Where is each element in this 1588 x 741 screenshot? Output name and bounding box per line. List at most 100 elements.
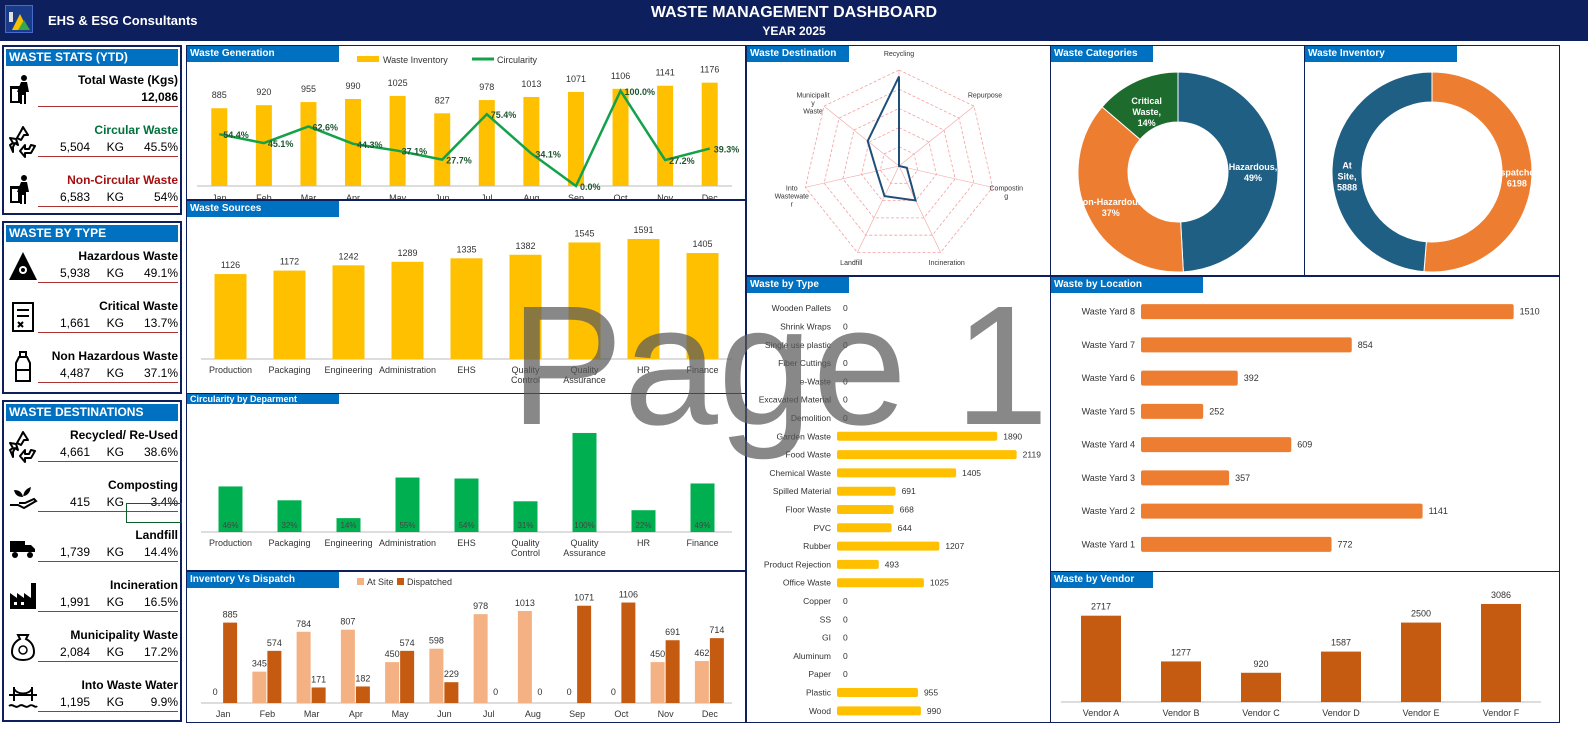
category-label: Finance xyxy=(686,365,718,375)
stat-percent: 49.1% xyxy=(143,266,178,280)
radar-axis-label: Compostin g xyxy=(990,185,1024,200)
data-label: 1071 xyxy=(574,593,594,603)
bar xyxy=(837,688,918,698)
bar xyxy=(837,523,892,533)
data-label: 978 xyxy=(479,82,494,92)
stat-label: Incineration xyxy=(109,578,178,592)
data-label: 1106 xyxy=(611,71,630,81)
data-label: 450 xyxy=(650,649,665,659)
category-label: Apr xyxy=(346,193,360,200)
data-label: 182 xyxy=(355,673,370,683)
bar xyxy=(444,682,459,703)
data-label: 2119 xyxy=(1023,450,1042,460)
category-label: Shrink Wraps xyxy=(780,321,831,331)
stat-value: 415 xyxy=(69,495,90,509)
donut-slice xyxy=(1101,71,1179,141)
data-label: 978 xyxy=(473,601,488,611)
data-label: 1405 xyxy=(692,239,712,249)
category-label: Quality Control xyxy=(511,538,540,558)
data-label: 1141 xyxy=(1429,506,1448,516)
radar-spoke xyxy=(823,105,900,167)
category-label: Waste Yard 4 xyxy=(1082,440,1135,450)
data-label: 990 xyxy=(346,81,361,91)
category-label: Vendor E xyxy=(1402,708,1439,718)
bottle-icon xyxy=(8,350,38,384)
category-label: EHS xyxy=(457,365,476,375)
stat-row: Hazardous Waste 5,938 KG 49.1% xyxy=(4,244,180,294)
category-label: e-Waste xyxy=(800,376,832,386)
legend-label: Circularity xyxy=(497,55,538,65)
radar-grid-ring xyxy=(804,69,994,253)
waste-by-location-panel: Waste by Location Waste Yard 8 1510 Waste … xyxy=(1050,276,1560,572)
category-label: Excavated Material xyxy=(759,395,831,405)
bar xyxy=(211,108,228,186)
waste-destination-title: Waste Destination xyxy=(747,46,849,62)
stat-unit: KG xyxy=(106,190,124,204)
bar xyxy=(1241,672,1281,702)
stat-label: Recycled/ Re-Used xyxy=(69,428,178,442)
category-label: Food Waste xyxy=(785,450,831,460)
bar xyxy=(340,629,355,703)
data-label: 0 xyxy=(537,687,542,697)
stat-percent: 9.9% xyxy=(150,695,178,709)
inventory-vs-dispatch-chart: At Site Dispatched 0 885 Jan 345 574 Feb 784 171 M… xyxy=(201,577,732,719)
category-label: Fiber Cuttings xyxy=(778,358,831,368)
donut-slice xyxy=(1077,106,1184,273)
category-label: Finance xyxy=(686,538,718,548)
stat-unit: KG xyxy=(106,366,124,380)
category-label: Product Rejection xyxy=(764,559,831,569)
document-icon xyxy=(8,300,38,334)
bar xyxy=(214,274,247,359)
logo-mountain-icon xyxy=(9,12,30,30)
data-label: 714 xyxy=(709,625,724,635)
category-label: Sep xyxy=(568,193,584,200)
stat-percent: 14.4% xyxy=(143,545,178,559)
brand-name: EHS & ESG Consultants xyxy=(48,13,198,28)
category-label: Dec xyxy=(702,193,719,200)
recycle-icon xyxy=(8,124,38,158)
category-label: Paper xyxy=(808,669,831,679)
slice-label: At Site, 5888 xyxy=(1337,161,1357,193)
bar xyxy=(572,432,597,532)
selected-cell[interactable] xyxy=(126,503,182,523)
data-label: 955 xyxy=(301,84,316,94)
data-label: 100% xyxy=(574,521,594,530)
bar xyxy=(837,450,1017,460)
category-label: Office Waste xyxy=(783,578,831,588)
line-data-label: 0.0% xyxy=(580,182,601,192)
stat-row: Incineration 1,991 KG 16.5% xyxy=(4,573,180,623)
category-label: GI xyxy=(822,633,831,643)
category-label: Feb xyxy=(256,193,272,200)
line-data-label: 54.4% xyxy=(223,130,249,140)
trash-person-icon xyxy=(8,174,38,208)
bar xyxy=(631,510,656,532)
bar xyxy=(450,258,483,359)
data-label: 357 xyxy=(1235,473,1250,483)
garbage-bag-icon xyxy=(8,629,38,663)
category-label: Aug xyxy=(525,709,541,719)
stat-value-line: 4,487 KG 37.1% xyxy=(32,366,178,380)
radar-axis-label: Into Wastewate r xyxy=(775,185,809,208)
data-label: 392 xyxy=(1244,373,1259,383)
waste-sources-chart: 1126 Production 1172 Packaging 1242 Engineeri… xyxy=(201,225,732,385)
stat-value-line: 4,661 KG 38.6% xyxy=(32,445,178,459)
radar-axis-label: Recycling xyxy=(884,51,914,58)
data-label: 955 xyxy=(924,688,938,698)
line-data-label: 34.1% xyxy=(535,150,561,160)
waste-by-type-title: WASTE BY TYPE xyxy=(6,225,178,242)
data-label: 920 xyxy=(1253,659,1268,669)
waste-by-vendor-title: Waste by Vendor xyxy=(1051,572,1153,588)
bar xyxy=(1161,661,1201,702)
bar xyxy=(837,578,924,588)
legend-label: At Site xyxy=(367,577,394,587)
data-label: 807 xyxy=(340,617,355,627)
category-label: Vendor B xyxy=(1162,708,1199,718)
bar xyxy=(277,500,302,532)
bar xyxy=(267,650,282,703)
bar xyxy=(577,605,592,703)
line-data-label: 27.2% xyxy=(669,156,695,166)
category-label: HR xyxy=(637,538,650,548)
category-label: Quality Assurance xyxy=(563,538,606,558)
bar xyxy=(218,486,243,532)
category-label: Rubber xyxy=(803,541,831,551)
